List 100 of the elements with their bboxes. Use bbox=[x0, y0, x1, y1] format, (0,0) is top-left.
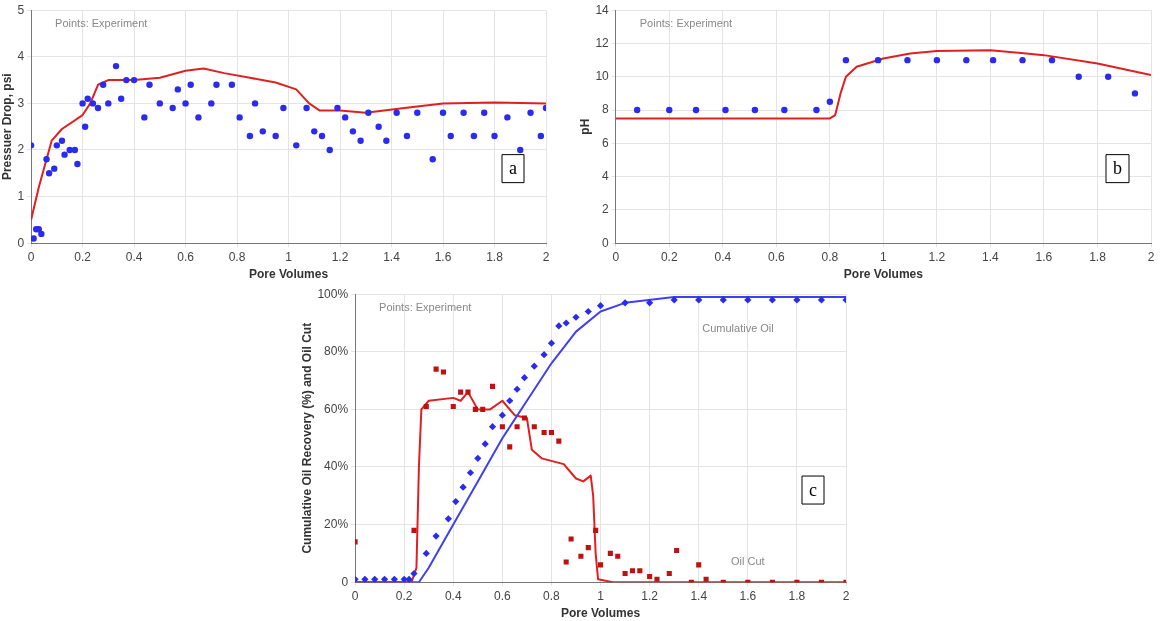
point bbox=[703, 576, 709, 582]
annotation: a bbox=[509, 158, 518, 179]
point bbox=[1075, 73, 1082, 80]
point bbox=[621, 299, 629, 307]
y-tick-label: 0 bbox=[17, 235, 25, 250]
point bbox=[842, 56, 850, 64]
point bbox=[506, 397, 514, 405]
x-tick-label: 0.8 bbox=[543, 588, 561, 603]
annotation: b bbox=[1113, 158, 1122, 179]
point bbox=[520, 374, 529, 382]
point bbox=[422, 549, 430, 557]
point bbox=[904, 56, 911, 64]
point bbox=[513, 385, 521, 393]
point bbox=[1048, 56, 1056, 64]
point bbox=[480, 406, 486, 412]
point bbox=[458, 389, 464, 395]
point bbox=[380, 575, 389, 583]
point bbox=[666, 571, 672, 577]
x-tick-label: 1.4 bbox=[690, 588, 708, 603]
point bbox=[670, 296, 678, 304]
point bbox=[507, 444, 513, 450]
point bbox=[540, 351, 548, 359]
x-tick-label: 2 bbox=[542, 249, 550, 264]
point bbox=[433, 366, 439, 372]
y-axis-title: Pressuer Drop, psi bbox=[0, 73, 14, 181]
point bbox=[423, 403, 429, 410]
annotation: Cumulative Oil bbox=[702, 321, 774, 334]
x-tick-label: 0.2 bbox=[74, 249, 92, 264]
point bbox=[793, 296, 801, 304]
y-tick-label: 20% bbox=[324, 516, 349, 531]
point bbox=[499, 424, 505, 430]
point bbox=[474, 454, 482, 462]
point bbox=[596, 302, 605, 310]
point bbox=[719, 296, 727, 304]
point bbox=[751, 106, 759, 114]
point bbox=[361, 575, 369, 583]
annotation: Points: Experiment bbox=[639, 16, 733, 29]
x-tick-label: 0 bbox=[612, 249, 620, 264]
x-tick-label: 1.6 bbox=[739, 588, 757, 603]
y-axis-title: Cumulative Oil Recovery (%) and Oil Cut bbox=[299, 322, 314, 554]
x-tick-label: 0.8 bbox=[228, 249, 246, 264]
point bbox=[585, 545, 591, 551]
x-tick-label: 0.4 bbox=[714, 249, 732, 264]
point bbox=[744, 296, 752, 304]
point bbox=[547, 339, 556, 347]
y-tick-label: 10 bbox=[595, 69, 610, 84]
y-tick-label: 4 bbox=[17, 49, 25, 64]
y-tick-label: 80% bbox=[324, 344, 349, 359]
annotation: Points: Experiment bbox=[55, 16, 148, 29]
y-tick-label: 2 bbox=[602, 202, 610, 217]
point bbox=[562, 319, 570, 327]
x-tick-label: 2 bbox=[1147, 249, 1155, 264]
point bbox=[371, 575, 379, 583]
point bbox=[1104, 73, 1112, 80]
y-tick-label: 0 bbox=[341, 574, 349, 589]
point bbox=[465, 389, 471, 395]
point bbox=[607, 550, 613, 556]
point bbox=[813, 106, 820, 114]
point bbox=[826, 98, 834, 105]
point bbox=[593, 527, 599, 533]
point bbox=[615, 553, 621, 559]
point bbox=[488, 423, 497, 431]
y-tick-label: 5 bbox=[17, 2, 25, 17]
point bbox=[521, 415, 527, 421]
point bbox=[410, 569, 418, 578]
x-tick-label: 1.2 bbox=[331, 249, 349, 264]
point bbox=[555, 322, 563, 330]
point bbox=[963, 56, 970, 64]
x-tick-label: 0.8 bbox=[821, 249, 839, 264]
x-tick-label: 1.2 bbox=[641, 588, 659, 603]
point bbox=[692, 106, 700, 114]
x-tick-label: 0.6 bbox=[177, 249, 195, 264]
point bbox=[548, 429, 554, 435]
point bbox=[541, 429, 547, 435]
point bbox=[637, 568, 643, 574]
y-tick-label: 12 bbox=[595, 35, 610, 50]
point bbox=[874, 56, 882, 64]
point bbox=[466, 469, 475, 477]
annotation: Oil Cut bbox=[731, 555, 765, 568]
point bbox=[781, 106, 788, 114]
x-tick-label: 1.2 bbox=[928, 249, 946, 264]
x-tick-label: 1.4 bbox=[982, 249, 1000, 264]
x-tick-label: 0.6 bbox=[767, 249, 785, 264]
point bbox=[674, 547, 680, 554]
point bbox=[531, 424, 537, 430]
x-tick-label: 1.8 bbox=[1089, 249, 1107, 264]
point bbox=[584, 307, 592, 316]
x-tick-label: 1 bbox=[285, 249, 293, 264]
point bbox=[440, 369, 446, 375]
y-tick-label: 60% bbox=[324, 401, 349, 416]
point bbox=[556, 438, 562, 444]
point bbox=[459, 483, 467, 491]
x-tick-label: 0.2 bbox=[660, 249, 678, 264]
point bbox=[530, 362, 538, 370]
point bbox=[989, 56, 997, 64]
y-axis-title: pH bbox=[577, 118, 592, 135]
point bbox=[933, 56, 941, 64]
point bbox=[1131, 90, 1139, 97]
point bbox=[598, 562, 604, 568]
point bbox=[390, 575, 398, 583]
